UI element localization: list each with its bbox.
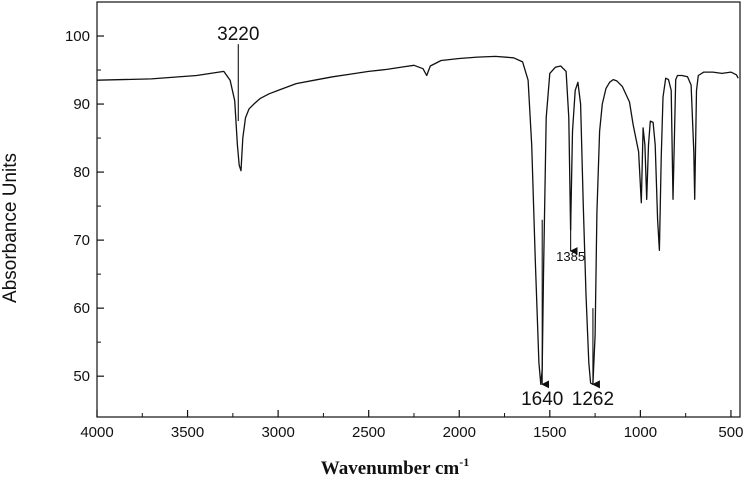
- x-axis-label: Wavenumber cm-1: [321, 455, 469, 479]
- peak-annotations: 3220 1640 1385 1262: [217, 24, 614, 410]
- x-tick-label: 1500: [533, 424, 566, 441]
- peak-3220-label: 3220: [217, 24, 259, 45]
- x-tick-label: 1000: [624, 424, 657, 441]
- y-tick-label: 60: [73, 300, 90, 317]
- x-tick-label: 2000: [443, 424, 476, 441]
- x-tick-label: 3000: [261, 424, 294, 441]
- y-tick-label: 90: [73, 96, 90, 113]
- y-tick-label: 100: [65, 28, 90, 45]
- spectrum-series: [96, 55, 739, 385]
- y-tick-label: 70: [73, 232, 90, 249]
- x-tick-label: 500: [718, 424, 743, 441]
- x-axis-label-exponent: -1: [459, 455, 469, 469]
- axis-ticks: 4000 3500 3000 2500 2000 1500 1000 500 50 60 70 80 9…: [65, 28, 743, 441]
- spectrum-line: [96, 55, 739, 385]
- y-axis-label: Absorbance Units: [0, 153, 21, 303]
- plot-axes: [96, 1, 741, 418]
- x-tick-label: 4000: [80, 424, 113, 441]
- plot-frame: [96, 1, 741, 418]
- peak-1262-label: 1262: [572, 389, 614, 410]
- y-tick-label: 50: [73, 368, 90, 385]
- x-axis-label-text: Wavenumber cm: [321, 458, 460, 479]
- y-tick-label: 80: [73, 164, 90, 181]
- peak-1385-label: 1385: [556, 249, 585, 264]
- x-tick-label: 3500: [171, 424, 204, 441]
- x-tick-label: 2500: [352, 424, 385, 441]
- peak-1640-label: 1640: [521, 389, 563, 410]
